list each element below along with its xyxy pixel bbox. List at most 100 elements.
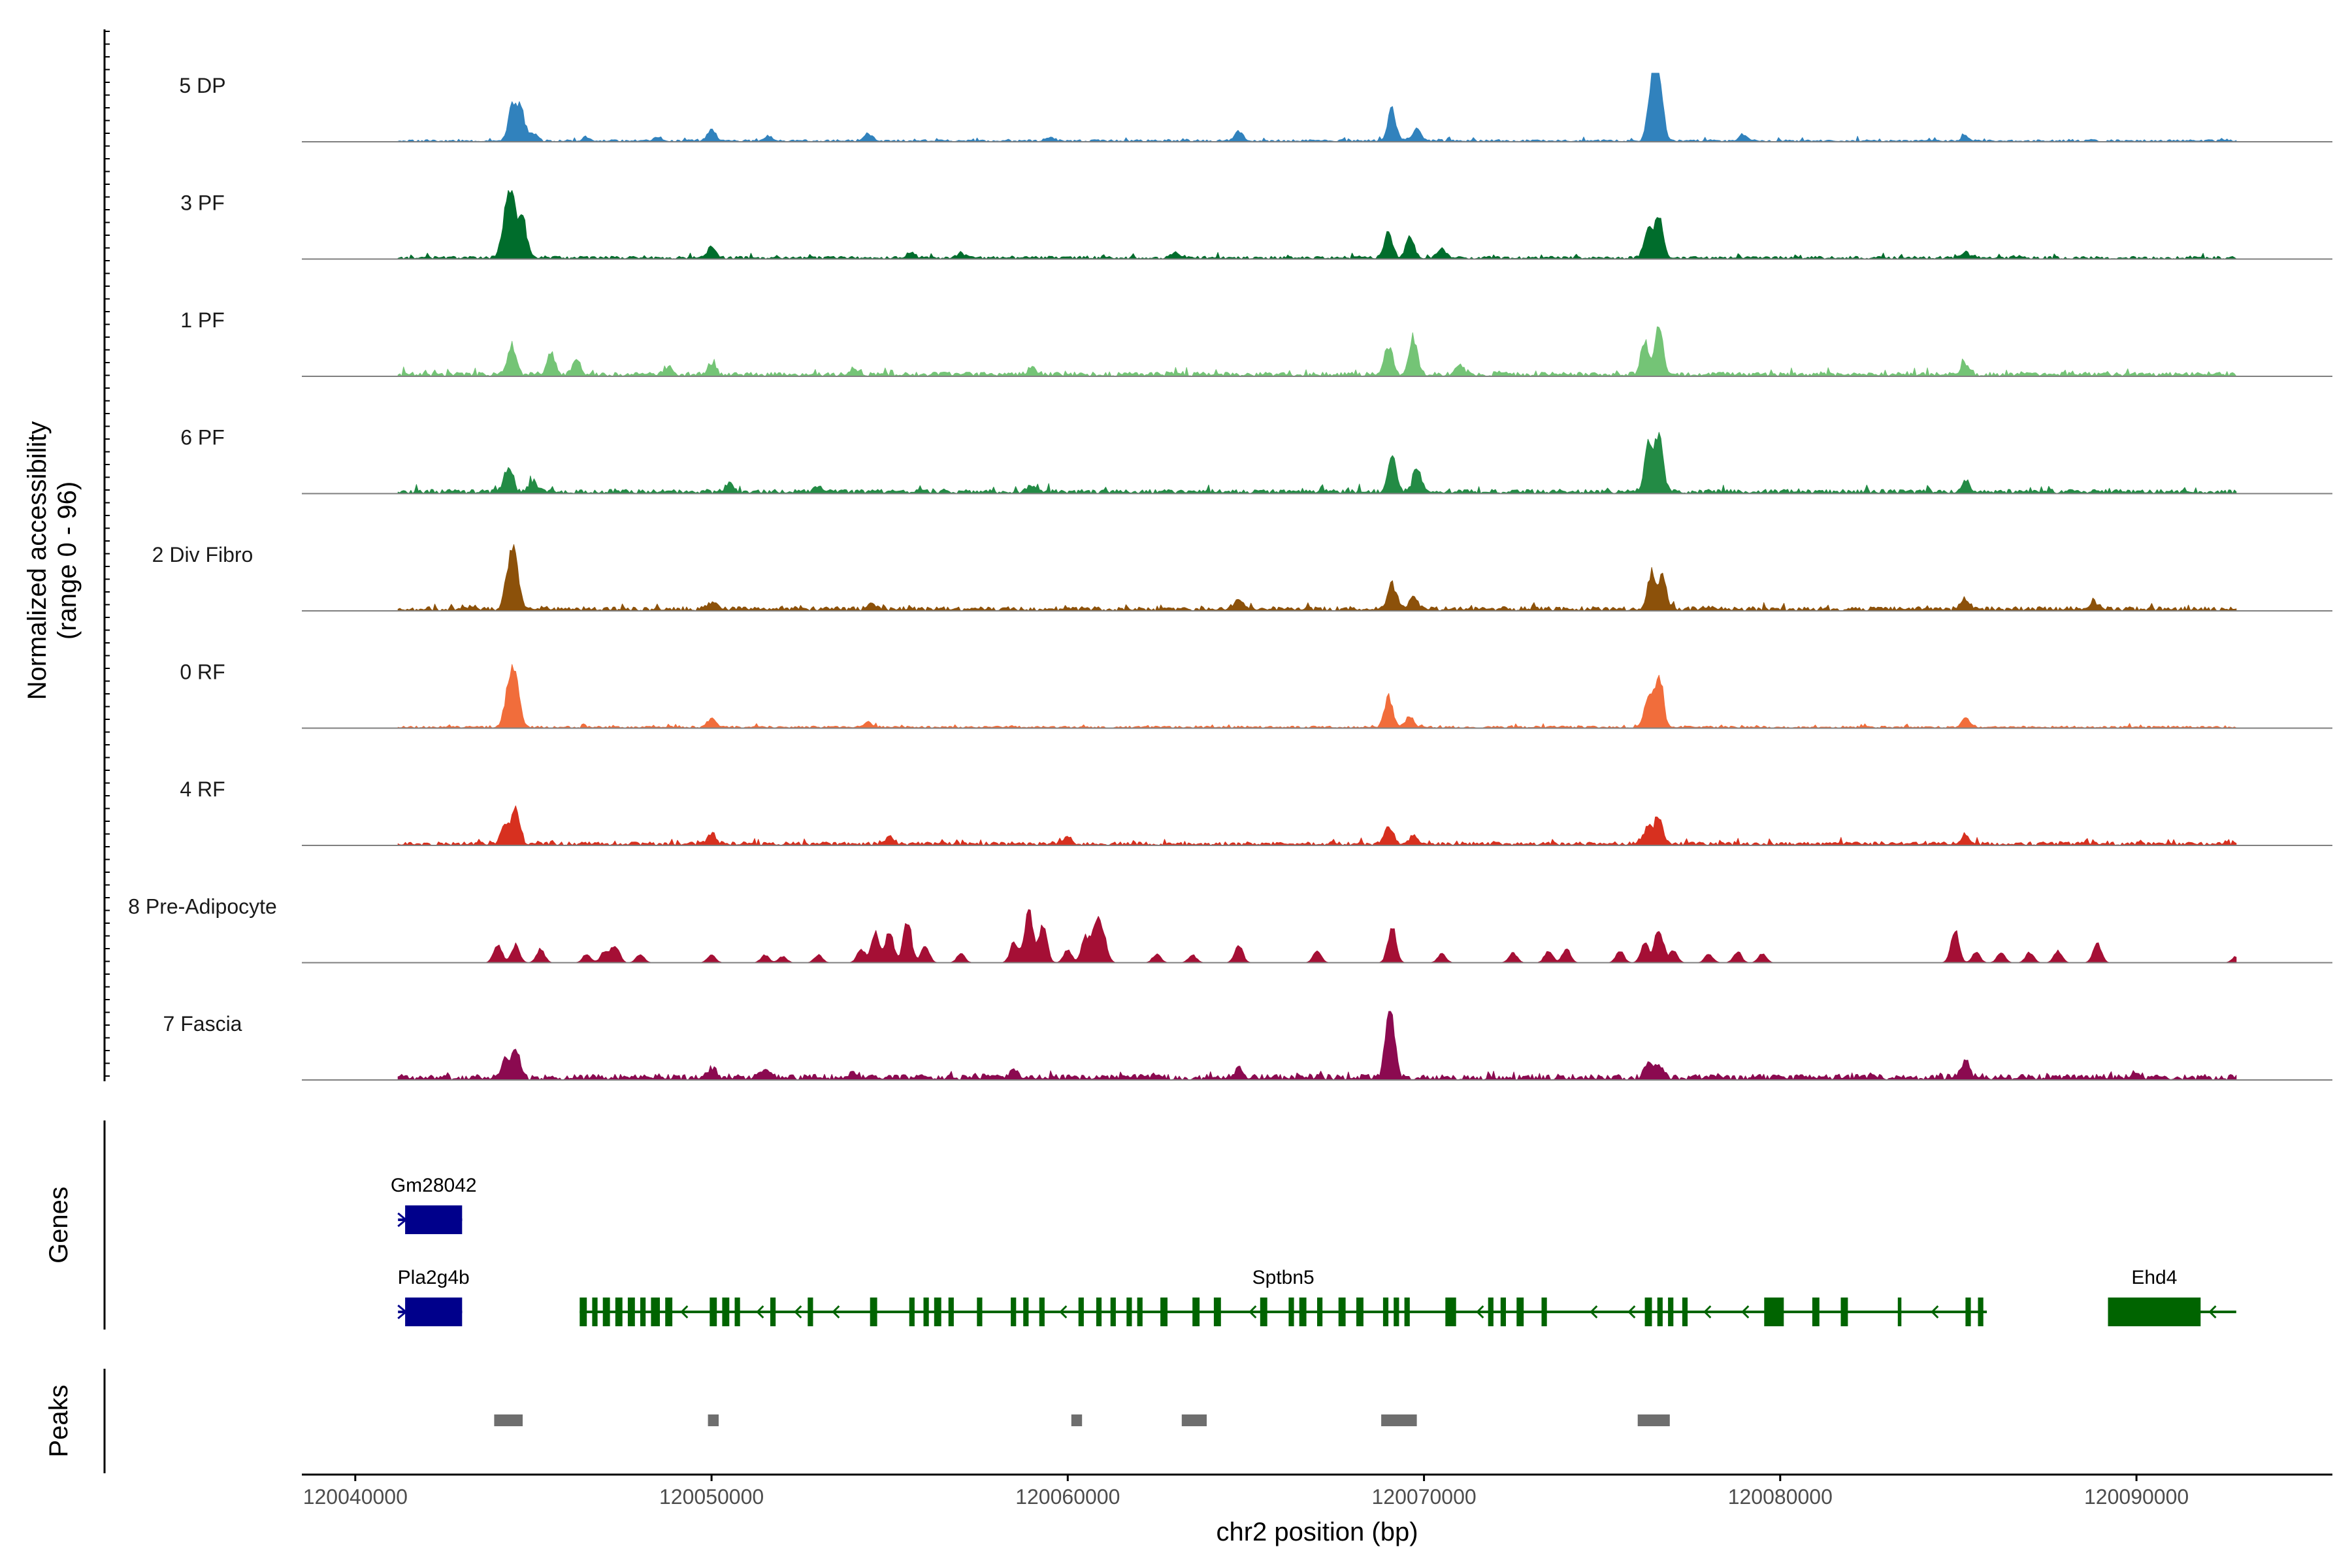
track-label: 2 Div Fibro	[152, 543, 253, 566]
gene-exon	[1516, 1298, 1524, 1326]
x-tick-label: 120060000	[1015, 1485, 1120, 1509]
gene-exon	[1764, 1298, 1784, 1326]
strand-arrow	[1590, 1305, 1598, 1319]
gene-exon	[948, 1298, 954, 1326]
peaks-panel-title: Peaks	[44, 1384, 73, 1457]
gene-exon	[1541, 1298, 1547, 1326]
gene-exon	[665, 1298, 673, 1326]
gene-label: Ehd4	[2131, 1267, 2177, 1288]
gene-exon	[1897, 1298, 1902, 1326]
gene-exon	[1812, 1298, 1820, 1326]
gene-sptbn5: Sptbn5	[580, 1267, 1987, 1326]
y-axis-title: Normalized accessibility	[23, 421, 52, 700]
gene-exon	[1317, 1298, 1323, 1326]
gene-exon	[1668, 1298, 1674, 1326]
gene-exon	[1260, 1298, 1267, 1326]
strand-arrow	[2208, 1305, 2217, 1319]
coverage-area	[397, 544, 2237, 612]
peak-region	[708, 1414, 719, 1426]
gene-exon	[651, 1298, 660, 1326]
gene-exon	[909, 1298, 915, 1326]
strand-arrow	[397, 1212, 408, 1228]
genes-panel: Gm28042 Pla2g4b Sptbn5 Ehd4	[391, 1175, 2236, 1326]
peak-region	[1071, 1414, 1083, 1426]
peak-region	[494, 1414, 523, 1426]
peak-region	[1181, 1414, 1207, 1426]
gene-exon	[1382, 1298, 1389, 1326]
gene-exon	[1110, 1298, 1116, 1326]
strand-arrow	[397, 1304, 408, 1320]
strand-arrow	[832, 1305, 840, 1319]
gene-exon	[1299, 1298, 1307, 1326]
gene-exon	[592, 1298, 598, 1326]
gene-exon	[722, 1298, 730, 1326]
gene-gm28042: Gm28042	[391, 1175, 477, 1234]
coverage-area	[397, 73, 2237, 142]
strand-arrow	[794, 1305, 802, 1319]
gene-exon	[1657, 1298, 1663, 1326]
gene-exon	[405, 1205, 463, 1234]
x-tick-label: 120070000	[1372, 1485, 1477, 1509]
gene-exon	[615, 1298, 623, 1326]
gene-exon	[1078, 1298, 1084, 1326]
gene-exon	[1288, 1298, 1294, 1326]
gene-exon	[1840, 1298, 1848, 1326]
gene-exon	[1338, 1298, 1346, 1326]
x-axis-title: chr2 position (bp)	[1216, 1518, 1418, 1546]
gene-exon	[1137, 1298, 1143, 1326]
gene-exon	[1096, 1298, 1102, 1326]
gene-exon	[627, 1298, 635, 1326]
gene-exon	[1160, 1298, 1168, 1326]
gene-ehd4: Ehd4	[2108, 1267, 2236, 1326]
strand-arrow	[1249, 1305, 1257, 1319]
gene-exon	[1644, 1298, 1652, 1326]
gene-exon	[1488, 1298, 1494, 1326]
gene-exon	[1404, 1298, 1410, 1326]
track-7-fascia	[302, 1011, 2332, 1081]
track-label: 7 Fascia	[163, 1012, 242, 1036]
strand-arrow	[1931, 1305, 1939, 1319]
coverage-area	[397, 1011, 2237, 1081]
strand-arrow	[756, 1305, 764, 1319]
gene-exon	[1011, 1298, 1017, 1326]
track-label: 0 RF	[180, 661, 225, 684]
track-1-pf	[302, 326, 2332, 377]
gene-exon	[1500, 1298, 1506, 1326]
gene-exon	[1039, 1298, 1045, 1326]
coverage-area	[397, 664, 2237, 728]
strand-arrow	[1059, 1305, 1068, 1319]
y-axis-ticks	[105, 31, 110, 1077]
gene-exon	[1978, 1298, 1984, 1326]
gene-exon	[870, 1298, 877, 1326]
x-tick-label: 120050000	[659, 1485, 764, 1509]
gene-exon	[1356, 1298, 1364, 1326]
gene-exon	[580, 1298, 587, 1326]
gene-exon	[977, 1298, 983, 1326]
gene-exon	[405, 1298, 463, 1326]
strand-arrow	[1741, 1305, 1750, 1319]
gene-exon	[1394, 1298, 1399, 1326]
x-axis-ticks: 120040000 120050000 120060000 120070000 1200…	[303, 1475, 2189, 1509]
x-tick-label: 120080000	[1728, 1485, 1833, 1509]
strand-arrow	[1703, 1305, 1712, 1319]
gene-exon	[734, 1298, 740, 1326]
gene-exon	[808, 1298, 813, 1326]
gene-exon	[1682, 1298, 1688, 1326]
coverage-tracks	[302, 73, 2332, 1081]
gene-pla2g4b: Pla2g4b	[397, 1267, 470, 1326]
coverage-area	[397, 432, 2237, 494]
gene-exon	[2108, 1298, 2201, 1326]
x-tick-label: 120090000	[2084, 1485, 2189, 1509]
gene-exon	[1445, 1298, 1456, 1326]
gene-exon	[1023, 1298, 1029, 1326]
gene-label: Gm28042	[391, 1175, 477, 1196]
coverage-area	[397, 190, 2237, 259]
genes-panel-title: Genes	[44, 1186, 73, 1264]
coverage-area	[397, 909, 2237, 963]
track-label: 6 PF	[180, 426, 225, 449]
track-0-rf	[302, 664, 2332, 729]
y-axis-subtitle: (range 0 - 96)	[53, 482, 82, 640]
strand-arrow	[1627, 1305, 1636, 1319]
gene-exon	[602, 1298, 610, 1326]
